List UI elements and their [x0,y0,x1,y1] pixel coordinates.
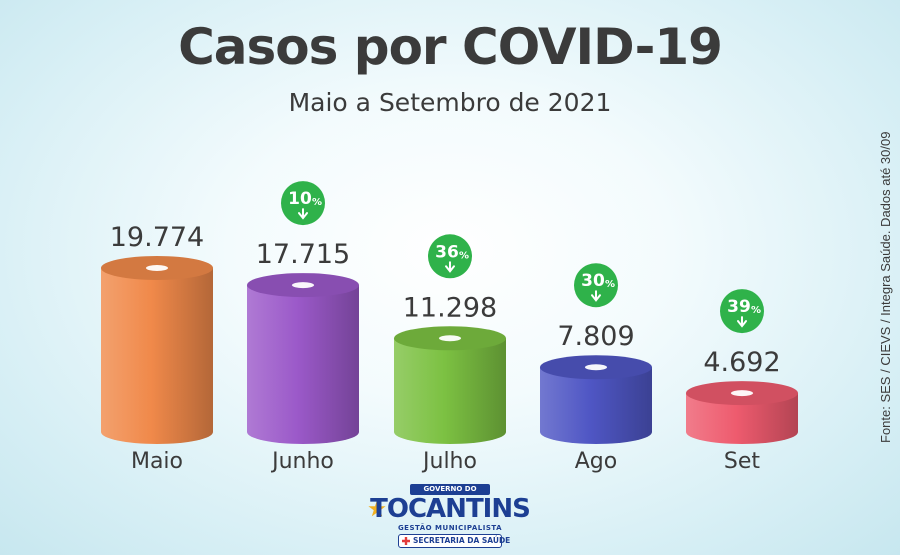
category-label: Maio [131,449,183,474]
health-cross-icon [402,537,410,545]
down-arrow-icon [298,208,308,220]
change-badge [574,263,618,308]
change-badge [281,181,325,226]
change-badge-unit: % [605,279,615,290]
logo-main-text: TOCANTINS [370,494,531,524]
change-badge [428,234,472,279]
change-badge-value: 39 [727,297,751,317]
bar-top-highlight [292,282,314,289]
chart-title: Casos por COVID-19 [178,18,723,76]
bar-top-highlight [439,335,461,342]
chart-subtitle: Maio a Setembro de 2021 [288,88,612,117]
change-badge [720,289,764,334]
change-badge-value: 36 [435,242,459,262]
change-badge-unit: % [751,305,761,316]
value-label: 19.774 [110,222,204,253]
value-label: 4.692 [703,347,780,378]
change-badge-unit: % [312,197,322,208]
category-label: Set [724,449,761,474]
change-badge-unit: % [459,250,469,261]
change-badge-value: 10 [288,189,312,209]
category-label: Junho [270,449,334,474]
tocantins-logo: GOVERNO DO TOCANTINS GESTÃO MUNICIPALIST… [368,484,531,550]
bar-top-highlight [585,364,607,371]
bar [247,285,359,444]
value-label: 17.715 [256,239,350,270]
logo-sub-text: GESTÃO MUNICIPALISTA [397,524,503,532]
bar [686,393,798,444]
value-label: 11.298 [403,292,497,323]
down-arrow-icon [591,290,601,302]
bar-top-highlight [146,265,168,271]
logo-secretaria-box: SECRETARIA DA SAÚDE [398,534,511,548]
bar [540,367,652,444]
bar [101,268,213,444]
change-badge-value: 30 [581,271,605,291]
down-arrow-icon [737,316,747,328]
value-label: 7.809 [557,321,634,352]
bar [394,338,506,444]
bar-top-highlight [731,390,753,397]
category-label: Julho [421,449,477,474]
category-label: Ago [575,449,617,474]
down-arrow-icon [445,261,455,273]
logo-top-text: GOVERNO DO [410,484,490,495]
logo-secretaria-text: SECRETARIA DA SAÚDE [413,536,511,545]
